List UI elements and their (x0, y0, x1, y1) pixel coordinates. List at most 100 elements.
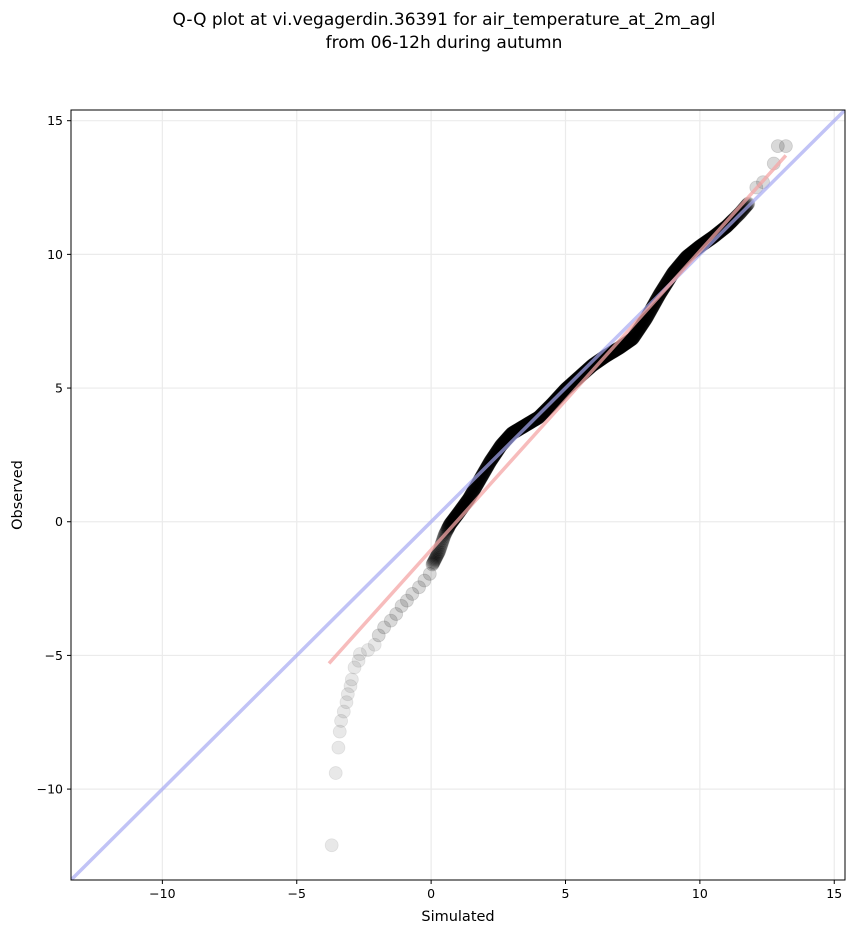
body-point-318 (619, 336, 633, 351)
body-point-151 (517, 419, 532, 433)
x-tick-label-2: 0 (427, 886, 435, 901)
body-point-192 (542, 399, 557, 414)
body-point-174 (531, 410, 546, 425)
tail-point-10 (347, 660, 362, 675)
x-axis-label: Simulated (421, 909, 494, 925)
y-tick-label-4: 10 (47, 247, 63, 262)
tail-point-8 (343, 679, 358, 694)
one-to-one-line (71, 110, 845, 880)
x-tick-label-3: 5 (562, 886, 570, 901)
x-tick-label-1: −5 (288, 886, 306, 901)
y-tick-label-1: −5 (45, 648, 63, 663)
chart-title-line-1: Q-Q plot at vi.vegagerdin.36391 for air_… (172, 10, 715, 30)
x-tick-label-5: 15 (826, 886, 842, 901)
body-point-337 (630, 324, 645, 339)
tail-point-21 (405, 587, 420, 601)
body-point-191 (541, 400, 556, 415)
body-point-473 (713, 224, 728, 239)
body-point-7 (429, 549, 444, 563)
body-point-178 (533, 408, 548, 423)
body-point-185 (538, 404, 552, 418)
body-point-184 (537, 404, 552, 419)
body-point-294 (604, 345, 619, 360)
tail-point-1 (328, 766, 343, 780)
body-point-3 (427, 553, 442, 568)
body-point-66 (465, 485, 480, 500)
body-point-103 (488, 447, 503, 462)
tail-point-19 (394, 599, 409, 613)
body-point-148 (515, 420, 530, 434)
body-point-332 (627, 329, 642, 343)
tail-point-20 (400, 593, 414, 608)
body-point-67 (466, 484, 481, 499)
body-point-1 (426, 556, 440, 571)
body-point-295 (605, 345, 619, 360)
body-point-181 (535, 406, 550, 421)
x-axis-ticks: −10 −5 0 5 10 15 (149, 880, 842, 901)
body-point-328 (625, 332, 639, 346)
body-point-63 (463, 488, 478, 503)
tail-point-14 (367, 637, 382, 652)
y-tick-label-5: 15 (47, 113, 63, 128)
body-point-193 (542, 399, 557, 414)
body-point-319 (619, 335, 634, 350)
body-point-325 (623, 333, 638, 348)
body-point-85 (477, 465, 492, 480)
body-point-153 (518, 418, 533, 433)
body-point-64 (464, 487, 479, 502)
tail-point-3 (332, 724, 347, 739)
body-point-26 (441, 520, 456, 535)
body-point-72 (469, 479, 484, 493)
body-point-68 (466, 483, 481, 498)
body-point-339 (631, 322, 646, 337)
tail-point-7 (340, 687, 355, 702)
tail-point-0 (324, 838, 339, 853)
body-point-197 (545, 396, 560, 411)
y-tick-label-3: 5 (55, 381, 63, 396)
x-tick-label-0: −10 (149, 886, 175, 901)
body-point-86 (477, 464, 492, 478)
body-point-2 (426, 555, 441, 569)
gridlines (71, 110, 845, 880)
body-point-327 (624, 332, 639, 347)
body-point-335 (629, 326, 644, 341)
tail-point-5 (336, 704, 351, 719)
body-point-150 (516, 419, 531, 434)
body-point-336 (630, 325, 644, 340)
tail-point-18 (389, 607, 404, 621)
body-point-71 (468, 480, 483, 494)
body-point-323 (622, 334, 636, 349)
body-point-189 (540, 401, 555, 416)
tail-point-17 (383, 613, 398, 628)
body-point-333 (628, 328, 642, 342)
body-point-340 (632, 321, 647, 336)
tail-point-23 (417, 573, 432, 588)
body-point-4 (428, 552, 442, 567)
plot-frame (70, 109, 846, 881)
body-point-99 (485, 451, 500, 465)
body-point-27 (441, 519, 456, 534)
body-point-320 (620, 335, 635, 350)
body-point-6 (429, 550, 444, 565)
body-point-474 (713, 224, 728, 238)
tail-point-13 (361, 643, 375, 657)
fit-line (327, 154, 788, 665)
body-point-65 (465, 486, 479, 501)
body-point-196 (544, 397, 559, 412)
body-point-381 (657, 280, 672, 294)
tail-point-16 (377, 620, 391, 635)
body-point-331 (626, 329, 641, 344)
body-point-186 (538, 403, 553, 418)
body-point-322 (621, 334, 636, 349)
body-point-11 (432, 544, 447, 559)
body-point-321 (620, 335, 635, 349)
tail-point-4 (334, 714, 348, 728)
body-point-70 (468, 481, 482, 495)
body-point-338 (631, 323, 646, 338)
body-point-9 (431, 546, 445, 561)
body-point-62 (463, 489, 478, 504)
body-point-177 (533, 409, 548, 423)
body-point-188 (539, 402, 554, 417)
y-tick-label-2: 0 (55, 514, 63, 529)
